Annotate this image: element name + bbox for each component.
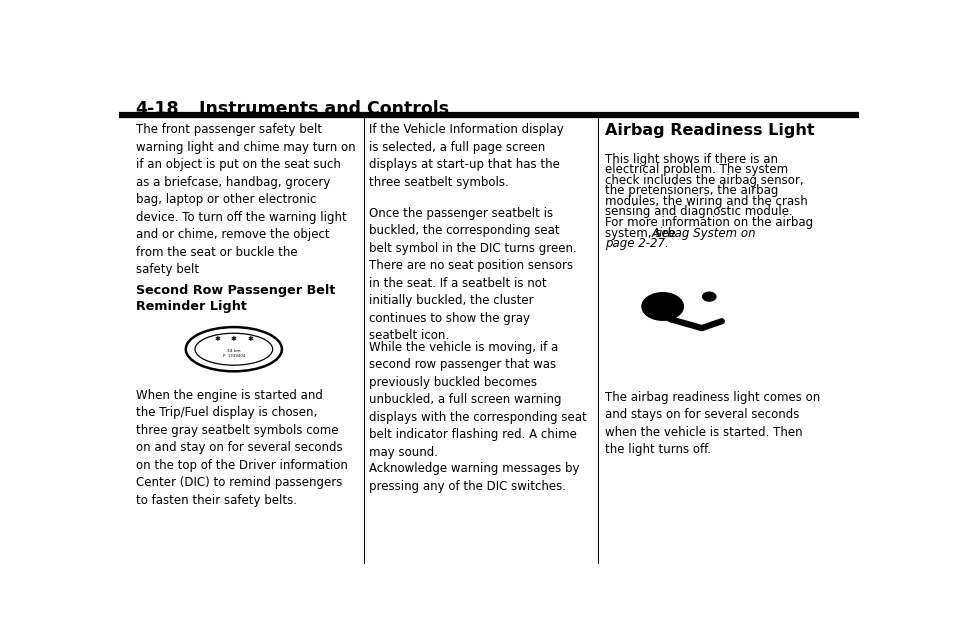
Text: sensing and diagnostic module.: sensing and diagnostic module. [604, 205, 792, 218]
Text: ✱: ✱ [247, 336, 253, 343]
Text: the pretensioners, the airbag: the pretensioners, the airbag [604, 184, 778, 197]
Text: The airbag readiness light comes on
and stays on for several seconds
when the ve: The airbag readiness light comes on and … [604, 391, 820, 456]
Text: For more information on the airbag: For more information on the airbag [604, 216, 812, 229]
Text: system, see: system, see [604, 226, 679, 239]
Text: Once the passenger seatbelt is
buckled, the corresponding seat
belt symbol in th: Once the passenger seatbelt is buckled, … [369, 207, 577, 342]
Text: This light shows if there is an: This light shows if there is an [604, 152, 778, 166]
Text: P  1339404: P 1339404 [222, 354, 245, 358]
Text: 34 km: 34 km [227, 349, 240, 353]
Text: Second Row Passenger Belt
Reminder Light: Second Row Passenger Belt Reminder Light [135, 284, 335, 313]
Text: modules, the wiring and the crash: modules, the wiring and the crash [604, 195, 807, 208]
Text: ✱: ✱ [214, 336, 220, 343]
Text: Acknowledge warning messages by
pressing any of the DIC switches.: Acknowledge warning messages by pressing… [369, 462, 579, 493]
Text: The front passenger safety belt
warning light and chime may turn on
if an object: The front passenger safety belt warning … [135, 123, 355, 276]
Circle shape [641, 293, 682, 320]
Circle shape [701, 292, 715, 301]
Text: When the engine is started and
the Trip/Fuel display is chosen,
three gray seatb: When the engine is started and the Trip/… [135, 389, 347, 507]
Text: While the vehicle is moving, if a
second row passenger that was
previously buckl: While the vehicle is moving, if a second… [369, 341, 586, 459]
Text: check includes the airbag sensor,: check includes the airbag sensor, [604, 174, 802, 187]
Text: page 2-27.: page 2-27. [604, 237, 668, 250]
Text: Instruments and Controls: Instruments and Controls [199, 100, 449, 118]
Text: Airbag System on: Airbag System on [651, 226, 756, 239]
Text: Airbag Readiness Light: Airbag Readiness Light [604, 123, 814, 138]
Text: electrical problem. The system: electrical problem. The system [604, 163, 787, 176]
Text: ✱: ✱ [231, 336, 236, 343]
Text: If the Vehicle Information display
is selected, a full page screen
displays at s: If the Vehicle Information display is se… [369, 123, 563, 189]
Text: 4-18: 4-18 [135, 100, 179, 118]
